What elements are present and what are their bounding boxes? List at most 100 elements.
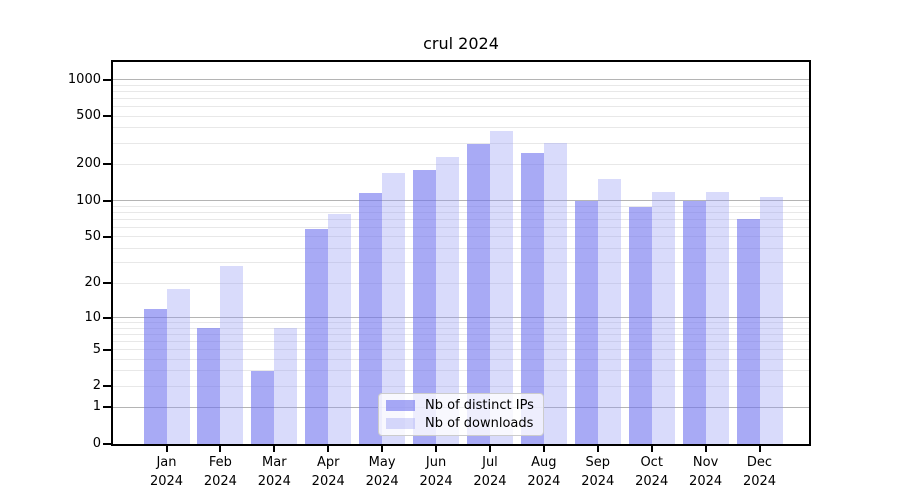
- y-tick-label: 1: [92, 399, 101, 415]
- y-tick: [103, 163, 111, 166]
- y-tick-label: 200: [76, 156, 101, 172]
- bar-distinct-ips: [520, 152, 544, 444]
- bar-distinct-ips: [143, 308, 167, 444]
- x-tick: [704, 446, 707, 452]
- gridline-minor: [113, 115, 809, 117]
- x-tick-label-line: Jul: [482, 455, 498, 470]
- gridline-minor: [113, 142, 809, 144]
- x-tick: [327, 446, 330, 452]
- gridline-minor: [113, 333, 809, 335]
- y-tick: [103, 316, 111, 319]
- gridline-minor: [113, 90, 809, 92]
- x-tick-label-line: Apr: [316, 455, 340, 470]
- gridline-minor: [113, 163, 809, 165]
- gridline-major: [113, 317, 809, 319]
- y-tick: [103, 406, 111, 409]
- x-tick-label-line: 2024: [635, 474, 669, 489]
- x-tick-label-line: 2024: [257, 474, 291, 489]
- x-tick-label-line: Feb: [208, 455, 232, 470]
- gridline-minor: [113, 84, 809, 86]
- bar-downloads: [489, 131, 513, 444]
- x-tick-label-line: 2024: [581, 474, 615, 489]
- y-tick-label: 50: [84, 228, 101, 244]
- legend-swatch-distinct-ips: [386, 399, 415, 411]
- legend-item-downloads: Nb of downloads: [386, 416, 543, 431]
- plot-inner: [113, 62, 809, 444]
- x-tick-label: Feb 2024: [188, 453, 252, 491]
- gridline-minor: [113, 349, 809, 351]
- gridline-major: [113, 200, 809, 202]
- bar-distinct-ips: [736, 219, 760, 444]
- x-tick-label: Jan 2024: [135, 453, 199, 491]
- y-tick-label: 20: [84, 275, 101, 291]
- y-tick: [103, 385, 111, 388]
- x-tick-label: Aug 2024: [512, 453, 576, 491]
- y-tick-label: 10: [84, 309, 101, 325]
- gridline-minor: [113, 358, 809, 360]
- gridline-minor: [113, 262, 809, 264]
- gridline-minor: [113, 127, 809, 129]
- bar-downloads: [328, 213, 352, 444]
- bar-downloads: [220, 266, 244, 444]
- bar-distinct-ips: [574, 200, 598, 444]
- gridline-minor: [113, 236, 809, 238]
- gridline-minor: [113, 98, 809, 99]
- x-tick-label-line: 2024: [689, 474, 723, 489]
- x-tick-label-line: May: [368, 455, 396, 470]
- gridline-minor: [113, 327, 809, 329]
- x-tick-label-line: Jan: [156, 455, 177, 470]
- bar-downloads: [543, 143, 567, 444]
- x-tick-label-line: Nov: [692, 455, 719, 470]
- x-tick-label-line: 2024: [742, 474, 777, 489]
- bar-distinct-ips: [197, 328, 221, 444]
- x-tick: [273, 446, 276, 452]
- bar-distinct-ips: [413, 169, 437, 444]
- x-tick-label-line: 2024: [527, 474, 561, 489]
- gridline-minor: [113, 211, 809, 213]
- gridline-minor: [113, 322, 809, 324]
- x-tick-label-line: 2024: [203, 474, 237, 489]
- x-tick: [381, 446, 384, 452]
- x-tick-label: Oct 2024: [620, 453, 684, 491]
- x-tick-label: Apr 2024: [296, 453, 360, 491]
- y-tick-label: 5: [92, 341, 101, 357]
- legend-item-distinct-ips: Nb of distinct IPs: [386, 398, 543, 413]
- x-tick-label: Nov 2024: [674, 453, 738, 491]
- bar-downloads: [651, 192, 675, 444]
- bar-distinct-ips: [628, 207, 652, 444]
- x-tick: [165, 446, 168, 452]
- bar-distinct-ips: [466, 143, 490, 444]
- bar-downloads: [382, 172, 406, 444]
- x-tick-label: Sep 2024: [566, 453, 630, 491]
- y-tick-label: 500: [76, 108, 101, 124]
- bar-downloads: [436, 157, 460, 444]
- bar-downloads: [597, 179, 621, 444]
- x-tick-label: May 2024: [350, 453, 414, 491]
- gridline-minor: [113, 205, 809, 207]
- y-tick: [103, 199, 111, 202]
- x-tick-label-line: Sep: [585, 455, 611, 470]
- gridline-minor: [113, 218, 809, 220]
- y-tick: [103, 78, 111, 81]
- x-tick-label-line: 2024: [149, 474, 184, 489]
- x-tick: [219, 446, 222, 452]
- x-tick: [596, 446, 599, 452]
- x-tick-label: Jul 2024: [458, 453, 522, 491]
- x-tick-label-line: 2024: [365, 474, 399, 489]
- gridline-minor: [113, 226, 809, 228]
- gridline-minor: [113, 385, 809, 387]
- bar-downloads: [759, 197, 783, 444]
- y-tick-label: 2: [92, 378, 101, 394]
- y-tick-label: 100: [76, 192, 101, 208]
- x-tick: [435, 446, 438, 452]
- x-tick-label: Dec 2024: [728, 453, 792, 491]
- x-tick-label-line: Aug: [531, 455, 557, 470]
- gridline-minor: [113, 282, 809, 284]
- y-tick-label: 1000: [67, 71, 101, 87]
- x-tick-label-line: Dec: [746, 455, 773, 470]
- chart-title: crul 2024: [423, 34, 499, 53]
- x-tick-label-line: 2024: [311, 474, 345, 489]
- gridline-minor: [113, 106, 809, 108]
- x-tick-label-line: Jun: [425, 455, 447, 470]
- x-tick: [650, 446, 653, 452]
